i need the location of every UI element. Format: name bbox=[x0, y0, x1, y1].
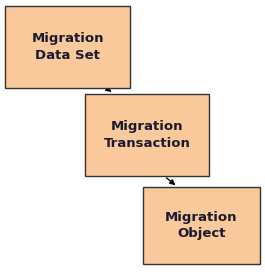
FancyBboxPatch shape bbox=[143, 187, 260, 264]
FancyBboxPatch shape bbox=[5, 6, 130, 88]
Text: Migration
Object: Migration Object bbox=[165, 210, 238, 241]
FancyBboxPatch shape bbox=[85, 94, 209, 176]
Text: Migration
Transaction: Migration Transaction bbox=[104, 120, 191, 150]
Text: Migration
Data Set: Migration Data Set bbox=[31, 32, 104, 62]
